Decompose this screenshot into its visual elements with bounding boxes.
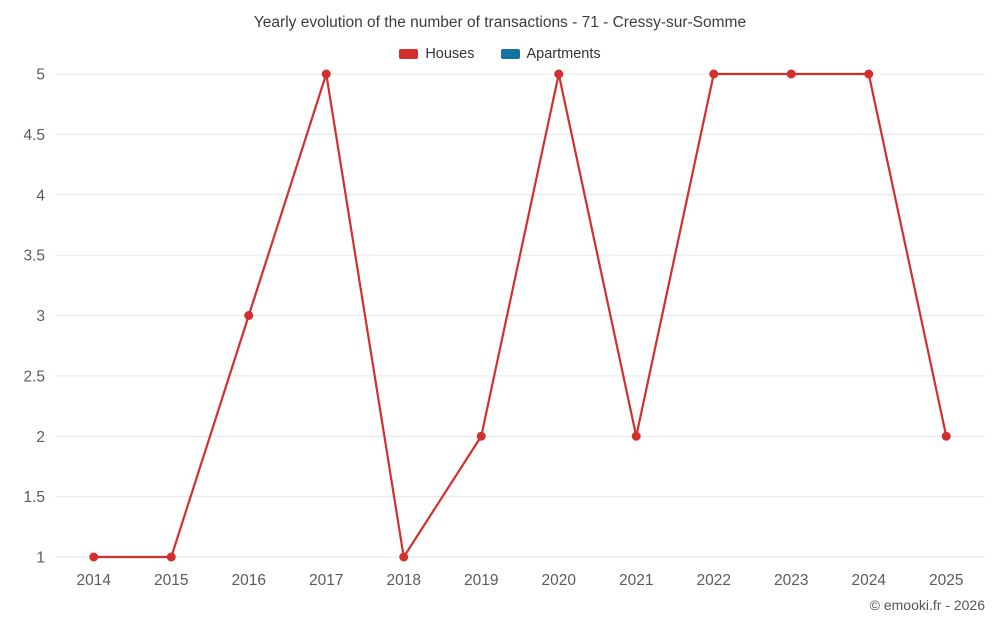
chart-legend: Houses Apartments — [0, 46, 1000, 62]
svg-text:2: 2 — [36, 429, 45, 446]
copyright: © emooki.fr - 2026 — [869, 597, 985, 613]
svg-text:2018: 2018 — [387, 572, 421, 589]
svg-text:2.5: 2.5 — [23, 368, 45, 385]
chart-title: Yearly evolution of the number of transa… — [253, 14, 747, 31]
y-axis-labels: 1 1.5 2 2.5 3 3.5 4 4.5 5 — [23, 67, 45, 567]
svg-text:3.5: 3.5 — [23, 248, 45, 265]
svg-text:2019: 2019 — [464, 572, 498, 589]
svg-text:2016: 2016 — [232, 572, 266, 589]
svg-text:2022: 2022 — [697, 572, 731, 589]
svg-text:2023: 2023 — [774, 572, 808, 589]
svg-text:1: 1 — [36, 550, 45, 567]
apartments-legend-label: Apartments — [526, 46, 601, 62]
svg-text:2020: 2020 — [542, 572, 577, 589]
svg-text:2024: 2024 — [852, 572, 887, 589]
svg-text:3: 3 — [36, 308, 45, 325]
svg-text:2021: 2021 — [619, 572, 653, 589]
houses-legend-label: Houses — [425, 46, 475, 62]
svg-text:5: 5 — [36, 67, 45, 84]
apartments-series-swatch — [500, 49, 520, 59]
svg-text:2014: 2014 — [77, 572, 112, 589]
series-houses-line — [89, 69, 951, 562]
svg-text:2017: 2017 — [309, 572, 343, 589]
houses-series-swatch — [399, 49, 419, 59]
svg-text:1.5: 1.5 — [23, 489, 45, 506]
svg-text:2015: 2015 — [154, 572, 188, 589]
legend-item-houses[interactable]: Houses — [399, 46, 475, 62]
svg-text:2025: 2025 — [929, 572, 963, 589]
legend-item-apartments[interactable]: Apartments — [500, 46, 601, 62]
svg-text:4: 4 — [36, 187, 45, 204]
svg-text:4.5: 4.5 — [23, 127, 45, 144]
x-axis-labels: 2014 2015 2016 2017 2018 2019 2020 2021 2022 2023… — [77, 572, 964, 589]
